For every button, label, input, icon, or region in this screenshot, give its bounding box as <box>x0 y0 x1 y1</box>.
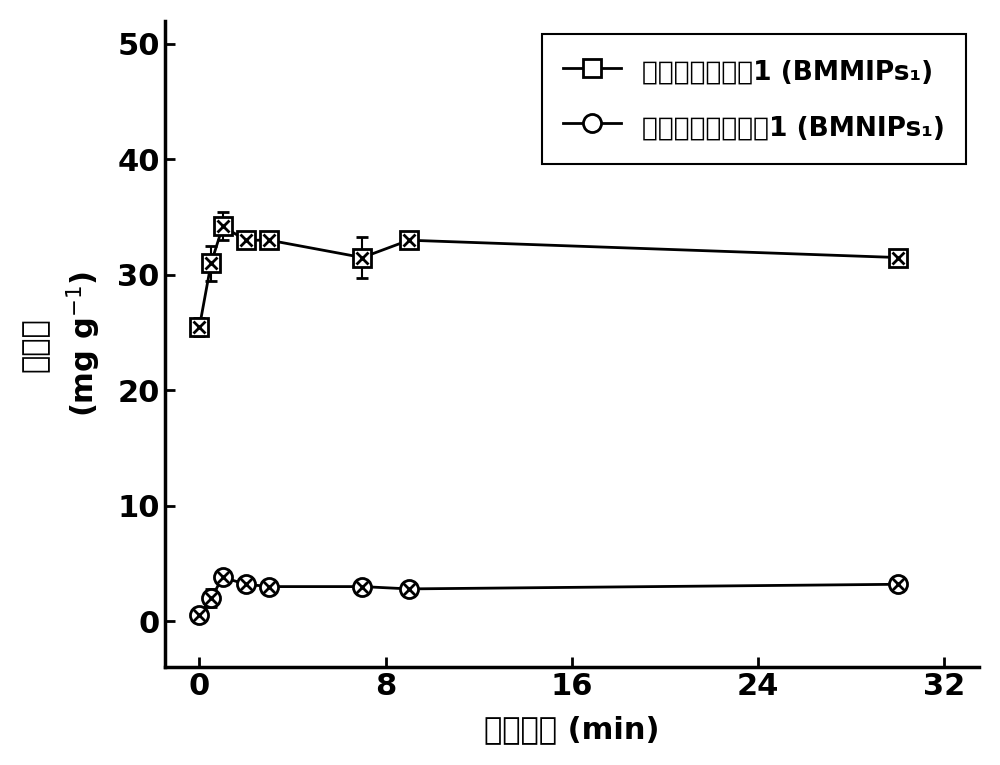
X-axis label: 吸附时间 (min): 吸附时间 (min) <box>484 715 660 744</box>
Y-axis label: 吸附量
(mg g$^{-1}$): 吸附量 (mg g$^{-1}$) <box>21 271 103 417</box>
Legend: 磁性印迹聚合甩1 (BMMIPs₁), 磁性非印迹聚合甩1 (BMNIPs₁): 磁性印迹聚合甩1 (BMMIPs₁), 磁性非印迹聚合甩1 (BMNIPs₁) <box>542 34 966 164</box>
